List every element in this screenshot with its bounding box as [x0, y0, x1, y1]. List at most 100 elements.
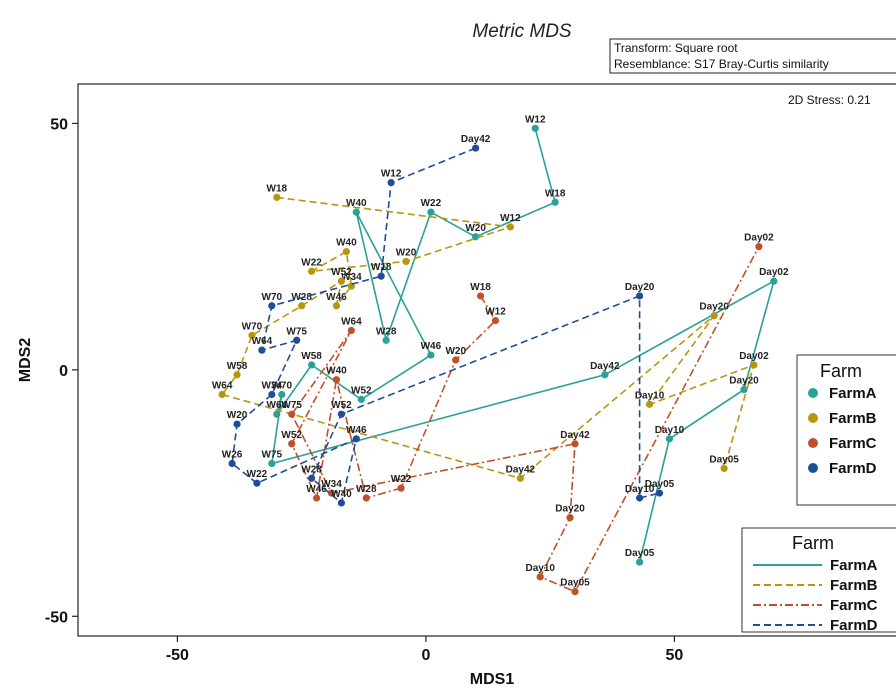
data-point-label: W12: [525, 114, 546, 125]
data-point-label: W70: [242, 321, 263, 332]
data-point: [278, 390, 286, 399]
data-point-label: W46: [326, 292, 347, 303]
info-box: [609, 38, 896, 74]
data-point-label: W75: [262, 450, 283, 461]
data-point-label: W22: [421, 198, 442, 209]
data-point: [337, 410, 346, 418]
data-point-label: W64: [341, 316, 362, 327]
data-point-label: W46: [306, 484, 327, 495]
marker-legend-swatch: [808, 463, 818, 473]
data-point-label: W20: [396, 247, 417, 258]
y-tick-label: 0: [59, 363, 68, 380]
data-point: [233, 420, 241, 428]
marker-legend: Farm FarmA FarmB FarmC FarmD: [796, 354, 896, 506]
data-point: [427, 351, 435, 359]
data-point-label: Day05: [625, 548, 655, 559]
data-point: [268, 390, 276, 399]
data-point-label: Day10: [655, 425, 685, 436]
data-point: [337, 499, 346, 507]
marker-legend-entry: FarmC: [829, 435, 877, 452]
series-farmc: W18 W12 W20 W22 W28 W40 W46 W52 W64 W75 W34 Day42 Da…: [281, 233, 774, 596]
marker-legend-swatch: [808, 413, 818, 423]
data-point-label: W18: [470, 282, 491, 293]
series-layer: W12 W18 W20 W22 W28 W40 W46 W52 W58 W64 W70 W75 Day4…: [212, 114, 789, 596]
info-resemblance: Resemblance: S17 Bray-Curtis similarity: [614, 57, 829, 71]
data-point: [332, 376, 341, 384]
data-point: [571, 440, 579, 448]
data-point: [352, 208, 360, 216]
data-point-label: W58: [301, 351, 322, 362]
data-point-label: W52: [331, 400, 352, 411]
data-point-label: Day05: [645, 479, 675, 490]
data-point-label: W18: [371, 262, 392, 273]
data-point: [720, 464, 728, 473]
marker-legend-entry: FarmD: [829, 460, 877, 477]
data-point: [665, 435, 674, 443]
data-point-label: W46: [346, 425, 367, 436]
data-point: [382, 336, 390, 344]
data-point: [273, 193, 281, 201]
marker-legend-title: Farm: [820, 361, 862, 381]
data-point-label: W22: [301, 257, 322, 268]
info-transform: Transform: Square root: [614, 41, 738, 55]
data-point: [327, 489, 336, 497]
data-point-label: Day42: [461, 134, 491, 145]
data-point-label: W64: [212, 381, 233, 392]
data-point: [476, 292, 485, 300]
data-point: [710, 312, 718, 320]
data-point-label: Day42: [560, 430, 590, 441]
data-point: [740, 385, 748, 394]
data-point: [536, 573, 544, 581]
data-point: [268, 302, 276, 310]
series-farma: W12 W18 W20 W22 W28 W40 W46 W52 W58 W64 W70 W75 Day4…: [262, 114, 789, 566]
y-tick-label: 50: [50, 116, 68, 133]
data-point: [273, 410, 281, 418]
y-axis-label: MDS2: [17, 338, 34, 383]
line-legend-box: [741, 527, 896, 633]
data-point-label: W28: [356, 484, 377, 495]
series-line-farmc: [290, 246, 760, 593]
data-point: [268, 459, 276, 468]
series-farmb: W18 W12 W20 W22 W40 W34 W46 W52 W28 W70 W58 W64 Day4…: [212, 183, 769, 482]
axes-layer: -50 0 50 -50 0 50: [45, 116, 684, 664]
data-point-label: W75: [286, 326, 307, 337]
marker-legend-box: [796, 354, 896, 506]
data-point: [636, 494, 644, 502]
data-point: [402, 257, 410, 266]
chart-title: Metric MDS: [472, 21, 572, 42]
data-point: [531, 124, 539, 132]
line-legend-entry: FarmC: [830, 597, 878, 614]
data-point: [332, 302, 341, 310]
data-point: [770, 277, 778, 285]
data-point-label: W18: [545, 188, 566, 199]
data-point: [427, 208, 435, 216]
data-point: [228, 459, 236, 468]
data-point: [307, 361, 316, 369]
data-point-label: W64: [252, 336, 273, 347]
data-point-label: W34: [341, 272, 362, 283]
data-point: [472, 144, 480, 152]
data-point-label: W75: [281, 400, 302, 411]
data-point: [636, 292, 644, 300]
data-point-label: W12: [500, 213, 521, 224]
data-point: [566, 514, 574, 522]
data-point-label: W20: [227, 410, 248, 421]
data-point: [288, 410, 296, 418]
data-point-label: Day05: [709, 454, 739, 465]
data-point: [253, 479, 261, 487]
line-legend-entry: FarmB: [830, 577, 878, 594]
data-point-label: Day20: [555, 504, 585, 515]
data-point: [601, 371, 609, 379]
data-point: [645, 400, 654, 408]
data-point-label: W20: [445, 346, 466, 357]
data-point: [750, 361, 758, 369]
data-point-label: W20: [465, 223, 486, 234]
data-point: [307, 474, 316, 482]
data-point: [506, 223, 514, 231]
data-point-label: W40: [326, 366, 347, 377]
data-point: [551, 198, 559, 206]
data-point-label: W40: [336, 238, 357, 249]
stress-label: 2D Stress: 0.21: [788, 93, 871, 107]
data-point: [636, 558, 644, 566]
